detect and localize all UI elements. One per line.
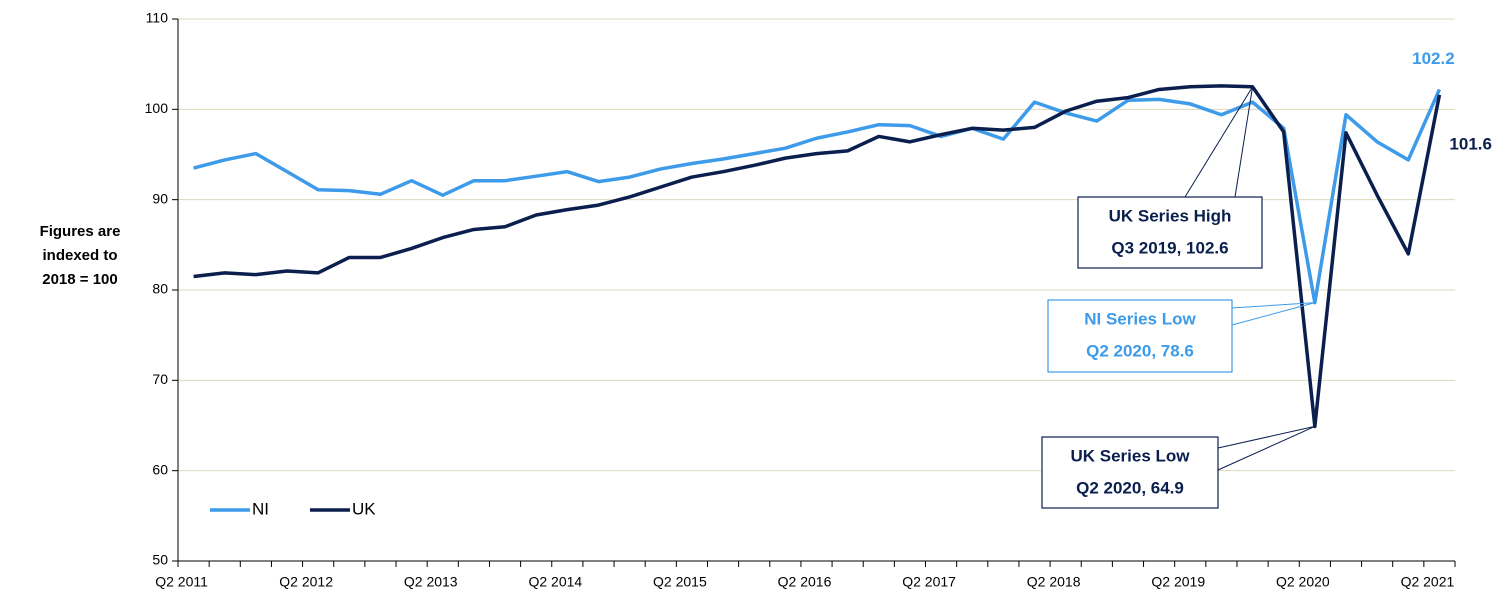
callout-box bbox=[1041, 436, 1219, 509]
y-tick-label: 80 bbox=[152, 281, 168, 297]
y-tick-label: 100 bbox=[145, 100, 169, 116]
data-label: 101.6 bbox=[1449, 134, 1492, 153]
x-tick-label: Q2 2018 bbox=[1027, 574, 1081, 590]
x-tick-label: Q2 2012 bbox=[279, 574, 333, 590]
y-tick-label: 50 bbox=[152, 552, 168, 568]
callout-text: Q3 2019, 102.6 bbox=[1111, 238, 1228, 257]
y-axis-label: 2018 = 100 bbox=[42, 271, 118, 288]
callout-box bbox=[1077, 196, 1263, 269]
y-tick-label: 60 bbox=[152, 461, 168, 477]
x-tick-label: Q2 2013 bbox=[404, 574, 458, 590]
x-tick-label: Q2 2021 bbox=[1401, 574, 1455, 590]
x-tick-label: Q2 2015 bbox=[653, 574, 707, 590]
callout-leader bbox=[1231, 302, 1315, 326]
callout-text: UK Series High bbox=[1109, 206, 1232, 225]
y-tick-label: 110 bbox=[146, 10, 169, 26]
x-tick-label: Q2 2011 bbox=[155, 574, 208, 590]
series-line bbox=[193, 88, 1442, 305]
x-tick-label: Q2 2019 bbox=[1151, 574, 1205, 590]
callout-text: Q2 2020, 64.9 bbox=[1076, 478, 1184, 497]
legend-label: UK bbox=[352, 499, 376, 518]
series-line bbox=[193, 84, 1442, 429]
x-tick-label: Q2 2016 bbox=[778, 574, 832, 590]
callout-box bbox=[1047, 299, 1233, 373]
callout-text: UK Series Low bbox=[1070, 446, 1190, 465]
callout-text: NI Series Low bbox=[1084, 309, 1196, 328]
x-tick-label: Q2 2014 bbox=[528, 574, 582, 590]
y-axis-label: indexed to bbox=[42, 247, 117, 264]
y-tick-label: 70 bbox=[152, 371, 168, 387]
legend-label: NI bbox=[252, 499, 269, 518]
callout-leader bbox=[1217, 425, 1315, 449]
callout-leader bbox=[1231, 302, 1315, 309]
callout-text: Q2 2020, 78.6 bbox=[1086, 341, 1194, 360]
x-tick-label: Q2 2020 bbox=[1276, 574, 1330, 590]
callout-leader bbox=[1184, 86, 1253, 198]
y-tick-label: 90 bbox=[152, 190, 168, 206]
callout-leader bbox=[1234, 86, 1254, 198]
x-tick-label: Q2 2017 bbox=[902, 574, 956, 590]
data-label: 102.2 bbox=[1412, 49, 1455, 68]
y-axis-label: Figures are bbox=[40, 223, 121, 240]
callout-leader bbox=[1217, 425, 1316, 471]
